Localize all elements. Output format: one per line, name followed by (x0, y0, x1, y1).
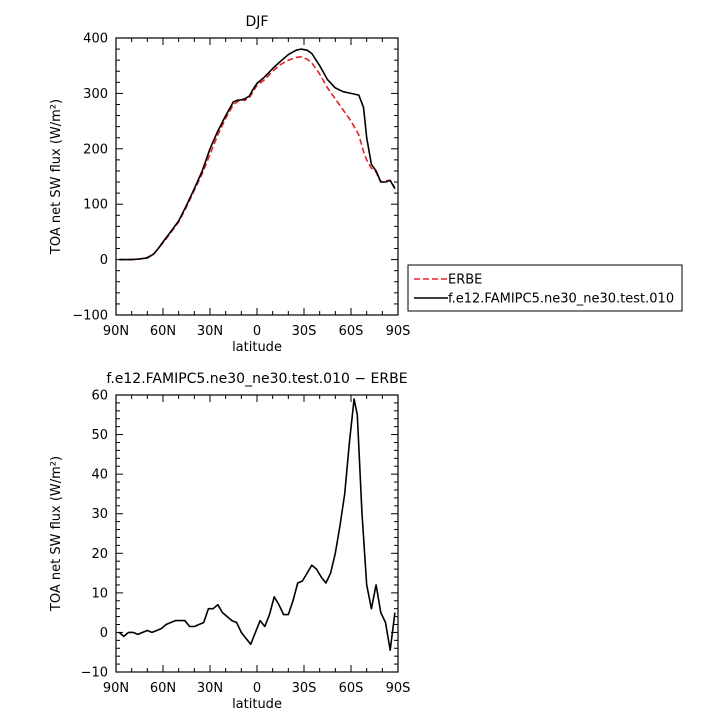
y-tick-label: 20 (91, 547, 108, 562)
x-tick-label: 90S (386, 324, 411, 339)
x-tick-label: 30S (292, 324, 317, 339)
y-axis-label: TOA net SW flux (W/m²) (49, 99, 64, 255)
y-tick-label: 50 (91, 428, 108, 443)
x-axis-label: latitude (232, 340, 282, 355)
series-line-model (119, 48, 396, 261)
x-tick-label: 60S (339, 681, 364, 696)
y-tick-label: 10 (91, 586, 108, 601)
x-axis-label: latitude (232, 697, 282, 712)
x-tick-label: 90S (386, 681, 411, 696)
y-tick-label: 60 (91, 389, 108, 404)
legend-label: ERBE (448, 273, 482, 288)
y-tick-label: 100 (83, 198, 108, 213)
series-line-difference (118, 398, 396, 652)
x-tick-label: 0 (253, 681, 261, 696)
y-tick-label: 40 (91, 468, 108, 483)
y-tick-label: 300 (83, 87, 108, 102)
y-tick-label: −100 (72, 309, 108, 324)
legend-box (407, 264, 683, 312)
x-tick-label: 90N (103, 324, 129, 339)
y-axis-label: TOA net SW flux (W/m²) (49, 456, 64, 612)
x-tick-label: 30S (292, 681, 317, 696)
x-tick-label: 60S (339, 324, 364, 339)
chart-title: f.e12.FAMIPC5.ne30_ne30.test.010 − ERBE (106, 371, 407, 387)
x-tick-label: 90N (103, 681, 129, 696)
y-tick-label: 0 (100, 626, 108, 641)
top-chart-panel: DJF 90N 60N 30N 0 30S 60S 90S −100 0 100 200 300 400 l… (49, 14, 410, 355)
y-tick-label: 400 (83, 32, 108, 47)
x-tick-label: 60N (150, 324, 176, 339)
legend: ERBE f.e12.FAMIPC5.ne30_ne30.test.010 (407, 264, 683, 312)
y-tick-label: 0 (100, 253, 108, 268)
legend-label: f.e12.FAMIPC5.ne30_ne30.test.010 (448, 292, 674, 307)
y-tick-label: 200 (83, 142, 108, 157)
series-line-erbe (119, 55, 396, 261)
difference-chart-panel: f.e12.FAMIPC5.ne30_ne30.test.010 − ERBE 9… (49, 371, 410, 712)
y-tick-label: −10 (81, 666, 108, 681)
x-tick-label: 30N (197, 324, 223, 339)
x-tick-label: 0 (253, 324, 261, 339)
x-tick-label: 60N (150, 681, 176, 696)
plot-frame (115, 37, 399, 316)
y-tick-label: 30 (91, 507, 108, 522)
x-tick-label: 30N (197, 681, 223, 696)
chart-title: DJF (246, 14, 269, 30)
